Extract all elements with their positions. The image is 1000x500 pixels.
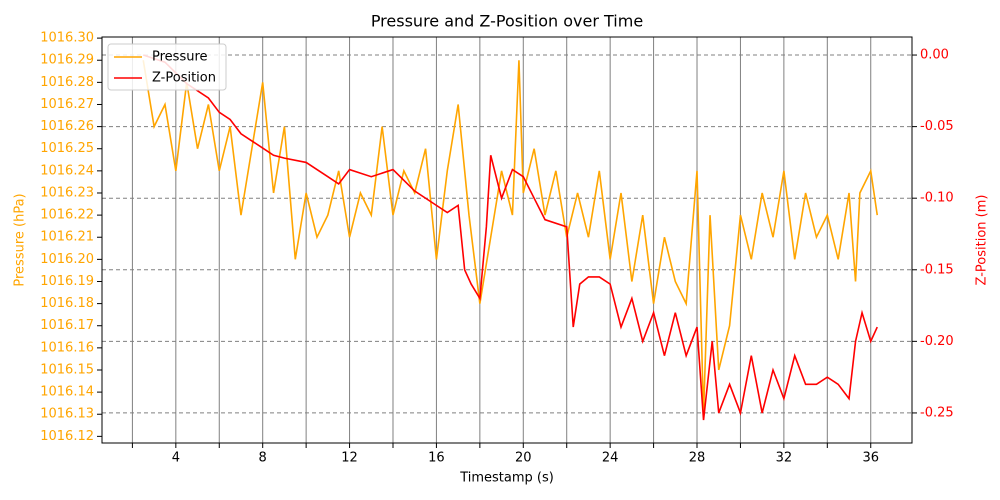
plot-frame [101,36,913,444]
y-tick-label: 1016.24 [40,163,94,178]
y-tick-label: 1016.18 [40,296,94,311]
y-tick-label: 1016.29 [40,53,94,68]
data-line [143,54,878,421]
y-tick-label: 1016.17 [40,318,94,333]
legend-label: Pressure [152,50,208,65]
y-tick-label: 1016.27 [40,97,94,112]
y-tick-label: 1016.19 [40,274,94,289]
y-tick-label: 1016.16 [40,340,94,355]
x-tick-label: 28 [689,451,706,466]
y-tick-label: 1016.15 [40,362,94,377]
x-tick-label: 8 [259,451,267,466]
y-tick-label: 1016.25 [40,141,94,156]
y2-tick-label: -0.05 [920,119,954,134]
chart-title: Pressure and Z-Position over Time [371,12,643,31]
y-tick-label: 1016.28 [40,75,94,90]
data-line [142,60,879,415]
x-tick-label: 24 [602,451,619,466]
y-axis-label: Pressure (hPa) [13,193,28,286]
x-tick-label: 36 [862,451,879,466]
y2-tick-label: -0.25 [920,405,954,420]
y2-tick-label: -0.20 [920,334,954,349]
y-tick-label: 1016.12 [40,429,94,444]
y-tick-label: 1016.21 [40,230,94,245]
y2-axis-label: Z-Position (m) [975,195,990,286]
x-axis-label: Timestamp (s) [459,471,554,486]
x-tick-label: 12 [341,451,358,466]
y-tick-label: 1016.23 [40,185,94,200]
x-tick-label: 20 [515,451,532,466]
x-tick-label: 16 [428,451,445,466]
legend-label: Z-Position [152,71,216,86]
y-tick-label: 1016.22 [40,208,94,223]
y2-tick-label: -0.10 [920,191,954,206]
y-tick-label: 1016.26 [40,119,94,134]
y2-tick-label: 0.00 [920,48,949,63]
y-tick-label: 1016.30 [40,31,94,46]
y2-tick-label: -0.15 [920,262,954,277]
y-tick-label: 1016.13 [40,407,94,422]
x-tick-label: 4 [172,451,180,466]
y-tick-label: 1016.20 [40,252,94,267]
y-tick-label: 1016.14 [40,385,94,400]
x-tick-label: 32 [776,451,793,466]
